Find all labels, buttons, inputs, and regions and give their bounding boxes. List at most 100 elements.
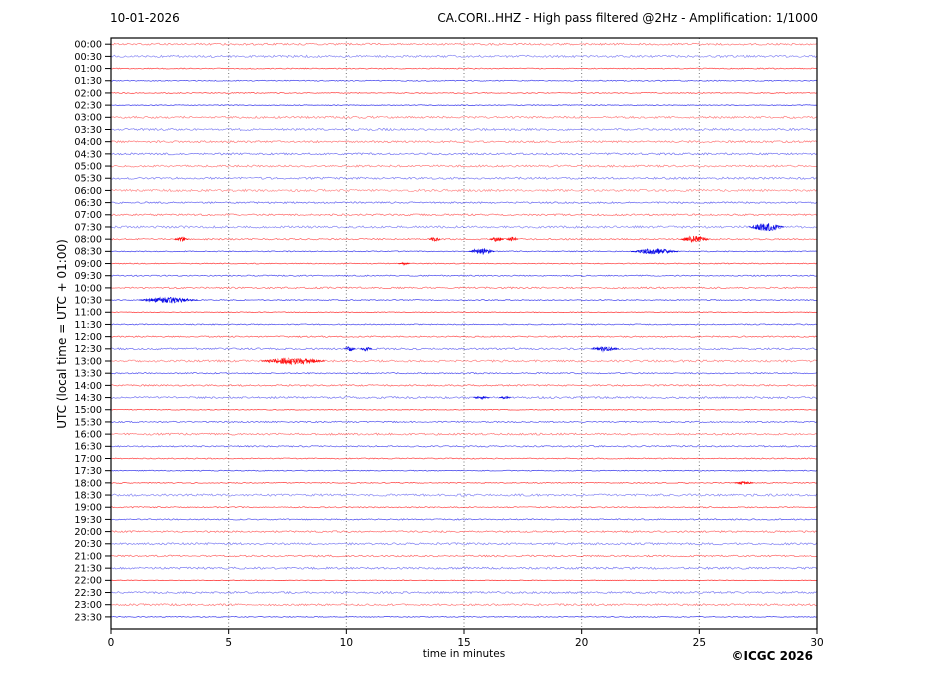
y-tick-label: 16:30 [74,442,102,453]
y-tick-label: 22:30 [74,588,102,599]
trace-row-20:30 [110,542,817,546]
trace-row-22:00 [110,579,817,582]
y-tick-label: 13:30 [74,369,102,380]
trace-row-05:00 [110,164,817,168]
event-burst-09:00 [398,261,410,266]
event-burst-12:30 [590,346,620,352]
y-tick-label: 20:00 [74,527,102,538]
event-burst-14:30 [499,395,511,400]
y-tick-label: 18:00 [74,478,102,489]
trace-row-10:30 [110,296,817,304]
copyright-text: ©ICGC 2026 [731,649,813,663]
trace-row-11:30 [110,323,817,326]
y-tick-label: 04:00 [74,137,102,148]
trace-row-04:30 [110,152,817,156]
x-tick-label: 5 [225,637,232,649]
y-tick-label: 21:30 [74,564,102,575]
y-tick-label: 06:00 [74,186,102,197]
y-tick-label: 01:30 [74,76,102,87]
trace-row-01:30 [110,79,817,82]
trace-row-14:30 [110,395,817,400]
y-tick-label: 19:30 [74,515,102,526]
y-tick-label: 04:30 [74,149,102,160]
event-burst-08:30 [468,248,495,255]
y-tick-label: 03:30 [74,125,102,136]
y-tick-label: 22:00 [74,576,102,587]
trace-row-06:00 [110,188,817,193]
y-tick-label: 06:30 [74,198,102,209]
y-tick-label: 10:30 [74,295,102,306]
trace-row-13:00 [110,357,817,366]
trace-row-09:00 [110,262,817,265]
y-tick-label: 17:00 [74,454,102,465]
trace-row-23:00 [110,603,817,607]
y-tick-label: 15:30 [74,417,102,428]
y-tick-label: 13:00 [74,356,102,367]
plot-border [110,37,818,630]
trace-row-20:00 [110,530,817,534]
trace-row-17:00 [110,457,817,460]
trace-row-16:30 [110,445,817,448]
y-tick-label: 11:00 [74,308,102,319]
y-tick-label: 07:30 [74,222,102,233]
trace-row-12:00 [110,335,817,338]
y-tick-label: 19:00 [74,503,102,514]
trace-row-22:30 [110,590,817,595]
trace-row-02:00 [110,92,817,94]
trace-row-08:00 [110,236,817,243]
trace-row-10:00 [110,286,817,290]
trace-row-12:30 [110,346,817,354]
trace-row-21:30 [110,566,817,570]
trace-row-21:00 [110,554,817,558]
trace-row-07:00 [110,213,817,217]
figure-title: CA.CORI..HHZ - High pass filtered @2Hz -… [437,11,818,25]
trace-row-00:00 [110,42,817,46]
trace-row-00:30 [110,54,817,59]
trace-row-15:30 [110,420,817,424]
y-tick-label: 00:30 [74,52,102,63]
event-burst-14:30 [473,395,490,400]
y-tick-label: 11:30 [74,320,102,331]
event-burst-18:00 [734,480,754,486]
y-tick-label: 05:00 [74,161,102,172]
event-burst-13:00 [261,357,325,366]
y-tick-label: 02:00 [74,88,102,99]
y-tick-label: 21:00 [74,551,102,562]
trace-row-02:30 [110,104,817,106]
figure-date: 10-01-2026 [110,11,180,25]
trace-row-16:00 [110,432,817,436]
x-tick-label: 30 [810,637,823,649]
y-tick-label: 09:00 [74,259,102,270]
y-tick-label: 15:00 [74,405,102,416]
event-burst-07:30 [748,223,785,232]
y-tick-label: 17:30 [74,466,102,477]
trace-row-17:30 [110,469,817,472]
y-tick-label: 05:30 [74,174,102,185]
y-tick-label: 08:00 [74,235,102,246]
y-tick-label: 14:30 [74,393,102,404]
trace-row-19:30 [110,518,817,521]
event-burst-08:00 [506,236,519,242]
x-tick-label: 15 [457,637,470,649]
trace-row-04:00 [110,140,817,144]
trace-row-23:30 [110,616,817,618]
trace-row-03:00 [110,115,817,119]
trace-row-06:30 [110,201,817,205]
trace-row-18:30 [110,493,817,497]
y-tick-label: 12:30 [74,344,102,355]
trace-row-05:30 [110,176,817,180]
x-tick-label: 25 [693,637,706,649]
y-tick-label: 18:30 [74,490,102,501]
trace-row-11:00 [110,311,817,314]
y-tick-label: 23:00 [74,600,102,611]
y-tick-label: 16:00 [74,430,102,441]
trace-row-19:00 [110,506,817,509]
event-burst-12:30 [360,346,373,352]
y-tick-label: 07:00 [74,210,102,221]
y-tick-label: 00:00 [74,40,102,51]
x-tick-label: 10 [340,637,353,649]
trace-row-07:30 [110,223,817,232]
y-tick-label: 03:00 [74,113,102,124]
